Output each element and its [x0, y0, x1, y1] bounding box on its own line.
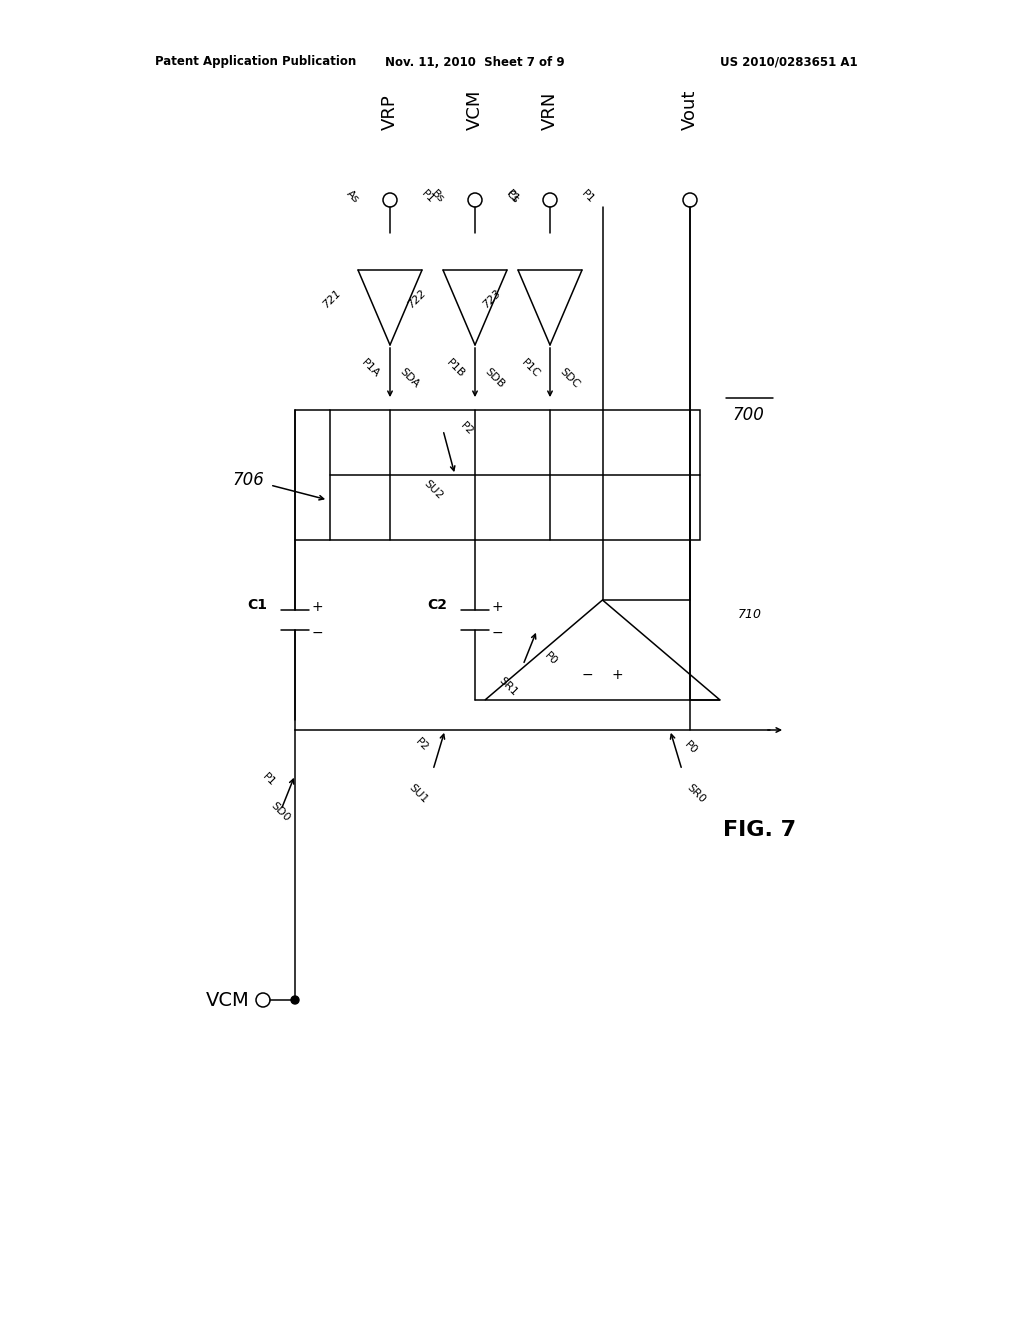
Text: VRP: VRP: [381, 94, 399, 129]
Text: 700: 700: [732, 407, 764, 424]
Text: As: As: [344, 189, 361, 205]
Text: P1: P1: [419, 189, 436, 205]
Text: VRN: VRN: [541, 91, 559, 129]
Text: Nov. 11, 2010  Sheet 7 of 9: Nov. 11, 2010 Sheet 7 of 9: [385, 55, 564, 69]
Text: P2: P2: [458, 420, 475, 437]
Bar: [330, 411, 700, 540]
Text: P1: P1: [579, 189, 596, 205]
Text: −: −: [582, 668, 593, 682]
Text: +: +: [492, 601, 503, 614]
Text: 710: 710: [738, 609, 762, 622]
Text: P1C: P1C: [520, 356, 542, 379]
Text: SDA: SDA: [398, 367, 421, 389]
Text: SU2: SU2: [422, 479, 445, 502]
Text: SDC: SDC: [558, 366, 582, 389]
Text: FIG. 7: FIG. 7: [723, 820, 797, 840]
Text: P1: P1: [260, 772, 278, 788]
Text: −: −: [311, 626, 323, 640]
Text: P2: P2: [413, 737, 430, 754]
Text: C1: C1: [247, 598, 267, 612]
Text: Vout: Vout: [681, 90, 699, 129]
Text: C2: C2: [427, 598, 447, 612]
Text: P1A: P1A: [359, 356, 382, 379]
Text: P0: P0: [682, 739, 698, 756]
Text: VCM: VCM: [206, 990, 250, 1010]
Text: 706: 706: [232, 471, 264, 488]
Circle shape: [291, 997, 299, 1005]
Text: −: −: [492, 626, 503, 640]
Text: SR0: SR0: [685, 781, 708, 804]
Text: P0: P0: [542, 649, 559, 667]
Text: P1B: P1B: [444, 356, 467, 379]
Text: Cs: Cs: [505, 189, 521, 205]
Text: Bs: Bs: [429, 189, 446, 205]
Text: VCM: VCM: [466, 90, 484, 129]
Text: SU1: SU1: [408, 781, 430, 805]
Text: +: +: [611, 668, 624, 682]
Text: +: +: [311, 601, 323, 614]
Text: 721: 721: [321, 286, 343, 309]
Text: SR1: SR1: [497, 675, 519, 697]
Text: Patent Application Publication: Patent Application Publication: [155, 55, 356, 69]
Text: 722: 722: [406, 286, 428, 309]
Text: SDB: SDB: [483, 366, 507, 389]
Text: P1: P1: [504, 189, 521, 205]
Text: US 2010/0283651 A1: US 2010/0283651 A1: [720, 55, 858, 69]
Text: 723: 723: [481, 286, 503, 309]
Text: SD0: SD0: [269, 800, 292, 824]
